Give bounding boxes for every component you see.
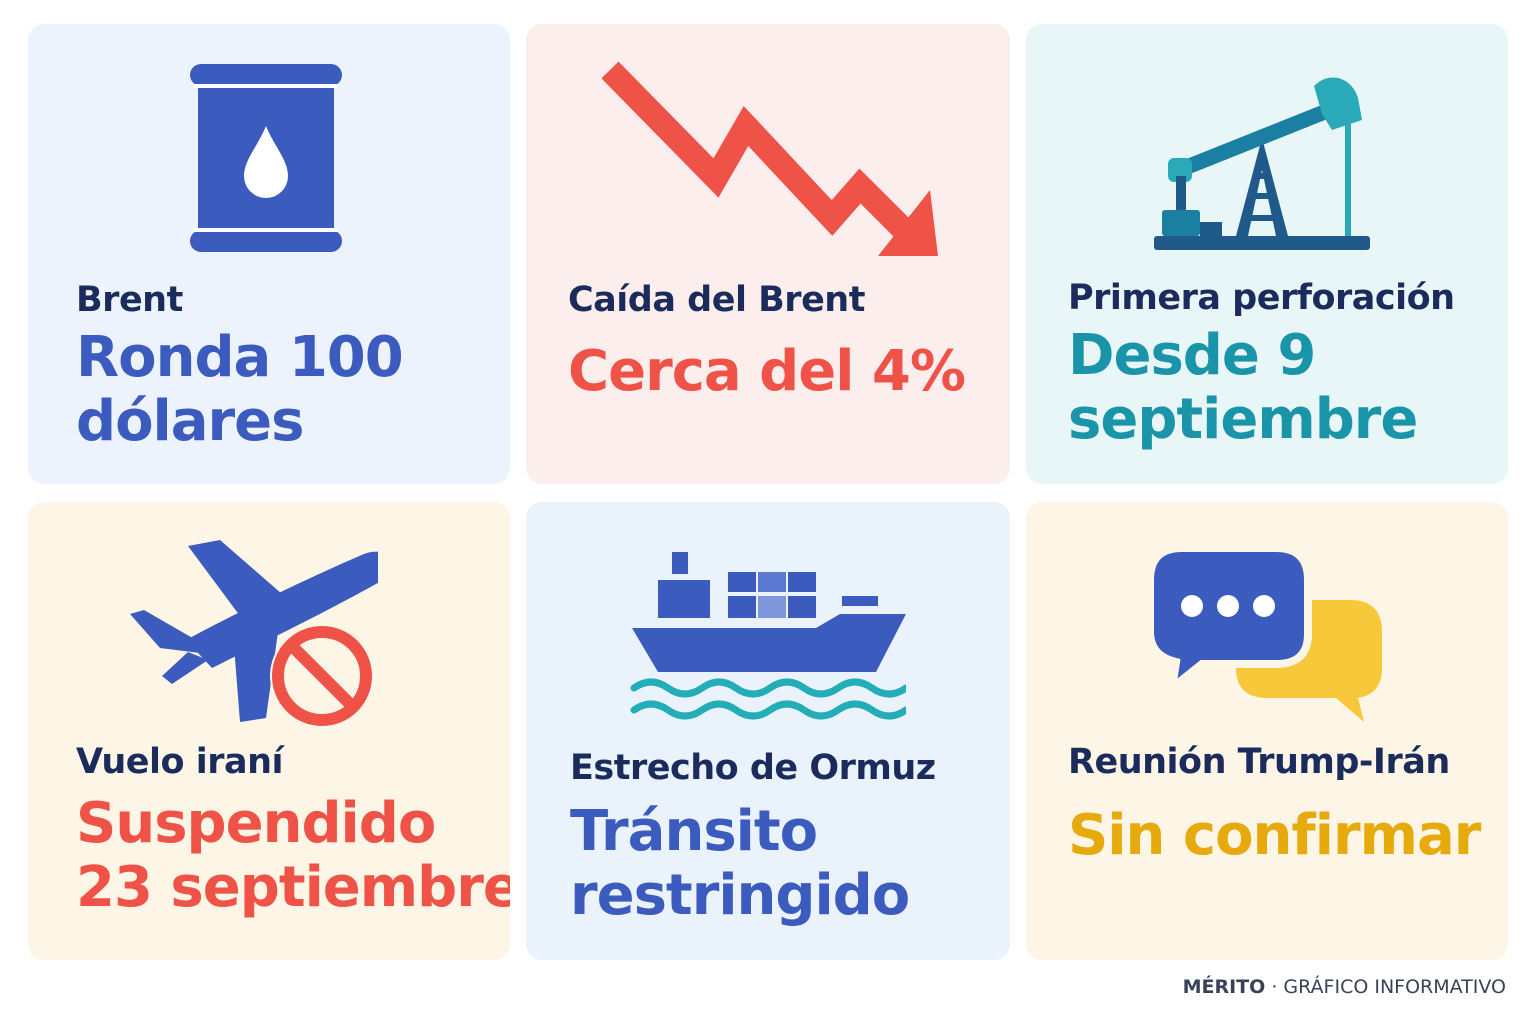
card-value-line: Suspendido bbox=[76, 791, 436, 856]
cargo-ship-icon bbox=[630, 552, 906, 720]
card-value-line: Desde 9 bbox=[1068, 323, 1316, 388]
card-value-line: Ronda 100 bbox=[76, 325, 404, 390]
card-iranian-flight: Vuelo iraní Suspendido 23 septiembre bbox=[28, 502, 510, 960]
footer-brand: MÉRITO bbox=[1182, 976, 1266, 998]
card-label: Caída del Brent bbox=[568, 280, 865, 320]
card-first-drilling: Primera perforación Desde 9 septiembre bbox=[1026, 24, 1508, 484]
flight-banned-icon bbox=[130, 540, 378, 728]
card-value-line: septiembre bbox=[1068, 387, 1418, 452]
card-hormuz-strait: Estrecho de Ormuz Tránsito restringido bbox=[526, 502, 1010, 960]
card-value-line: Cerca del 4% bbox=[568, 339, 966, 404]
card-value: Ronda 100 dólares bbox=[76, 325, 404, 454]
card-value-line: 23 septiembre bbox=[76, 855, 510, 920]
card-value: Cerca del 4% bbox=[568, 339, 966, 404]
trend-down-icon bbox=[601, 61, 938, 256]
card-label: Estrecho de Ormuz bbox=[570, 748, 936, 788]
card-value: Tránsito restringido bbox=[570, 799, 910, 928]
card-label: Vuelo iraní bbox=[76, 742, 284, 782]
card-value: Desde 9 septiembre bbox=[1068, 323, 1418, 452]
footer-credit: MÉRITO · GRÁFICO INFORMATIVO bbox=[1183, 976, 1506, 998]
oil-barrel-icon bbox=[190, 64, 342, 252]
card-value: Suspendido 23 septiembre bbox=[76, 792, 510, 920]
card-brent: Brent Ronda 100 dólares bbox=[28, 24, 510, 484]
card-value: Sin confirmar bbox=[1068, 803, 1481, 868]
card-value-line: restringido bbox=[570, 863, 910, 928]
card-label: Brent bbox=[76, 280, 183, 320]
card-value-line: Sin confirmar bbox=[1068, 803, 1481, 868]
card-label: Reunión Trump-Irán bbox=[1068, 742, 1450, 782]
footer-separator: · bbox=[1271, 976, 1278, 998]
card-brent-drop: Caída del Brent Cerca del 4% bbox=[526, 24, 1010, 484]
chat-bubbles-icon bbox=[1146, 544, 1382, 722]
card-label: Primera perforación bbox=[1068, 278, 1455, 318]
card-value-line: dólares bbox=[76, 389, 304, 454]
pumpjack-icon bbox=[1154, 77, 1370, 250]
card-trump-iran-meeting: Reunión Trump-Irán Sin confirmar bbox=[1026, 502, 1508, 960]
footer-text: GRÁFICO INFORMATIVO bbox=[1283, 976, 1506, 998]
card-value-line: Tránsito bbox=[570, 799, 818, 864]
